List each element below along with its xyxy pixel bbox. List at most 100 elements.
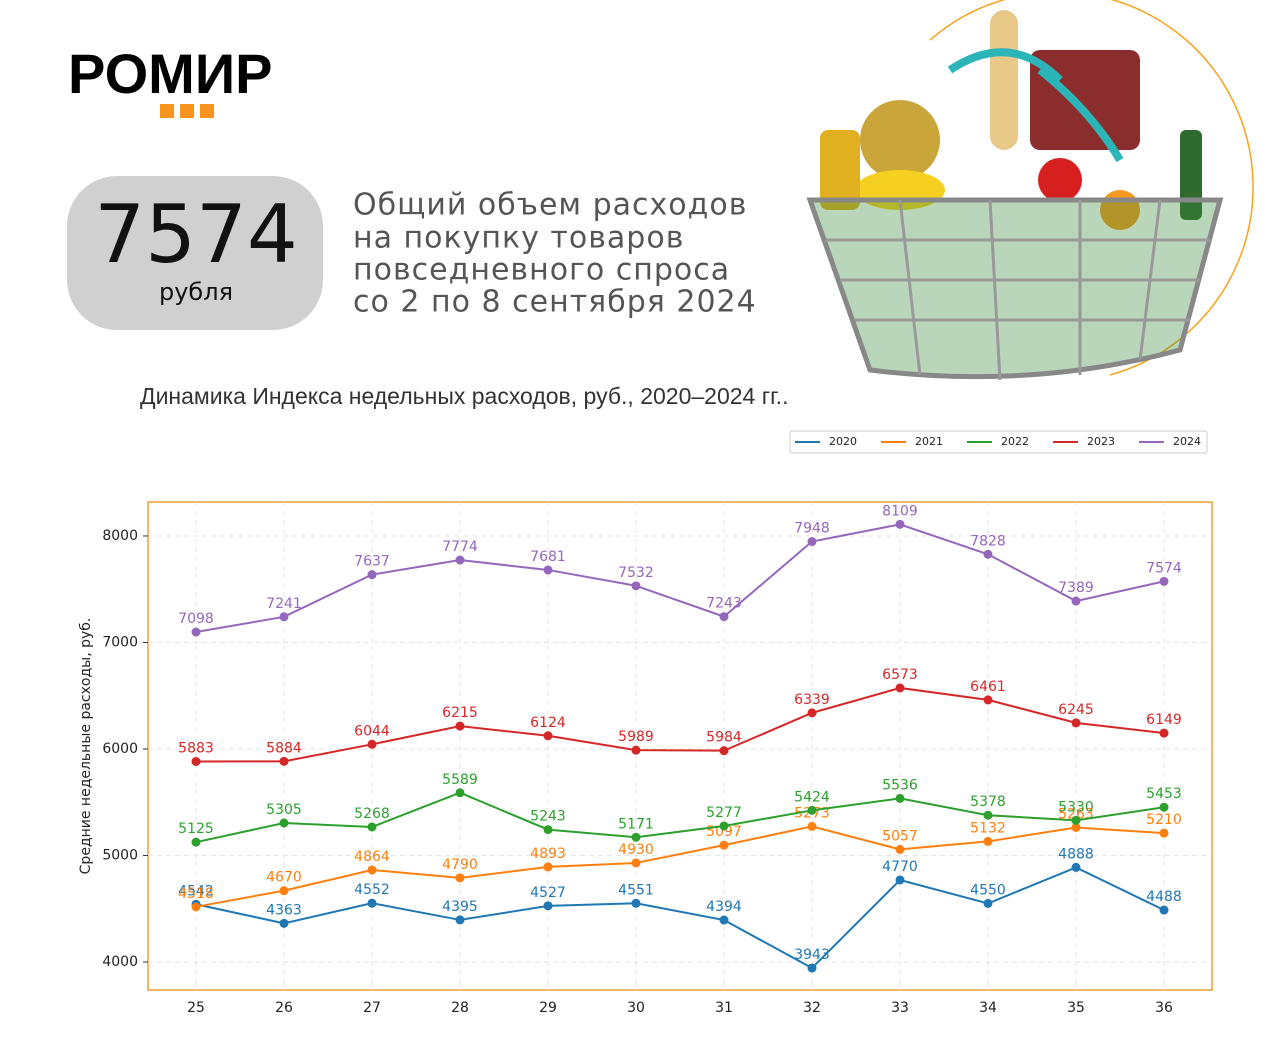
data-label: 5989	[618, 729, 654, 745]
data-point	[279, 612, 289, 622]
x-tick-label: 28	[451, 1000, 469, 1016]
legend-label: 2024	[1173, 435, 1201, 448]
data-point	[895, 844, 905, 854]
data-point	[983, 810, 993, 820]
data-label: 4893	[530, 846, 566, 862]
data-point	[719, 746, 729, 756]
data-label: 6124	[530, 715, 566, 731]
legend-label: 2023	[1087, 435, 1115, 448]
data-label: 4670	[266, 870, 302, 886]
data-point	[455, 915, 465, 925]
data-label: 4930	[618, 842, 654, 858]
logo: РОМИР	[68, 42, 272, 105]
data-label: 5453	[1146, 786, 1182, 802]
plot-frame	[147, 501, 1213, 991]
data-point	[279, 756, 289, 766]
data-point	[1071, 822, 1081, 832]
headline-line: на покупку товаров	[353, 221, 684, 256]
data-point	[543, 862, 553, 872]
data-label: 7241	[266, 596, 302, 612]
series-line	[195, 825, 1165, 908]
data-point	[367, 739, 377, 749]
data-point	[719, 612, 729, 622]
data-point	[1159, 728, 1169, 738]
data-label: 7637	[354, 554, 390, 570]
data-label: 7681	[530, 549, 566, 565]
series-line	[195, 523, 1165, 634]
data-label: 6573	[882, 667, 918, 683]
data-label: 5057	[882, 828, 918, 844]
data-label: 5171	[618, 816, 654, 832]
data-label: 7389	[1058, 580, 1094, 596]
x-tick-label: 29	[539, 1000, 557, 1016]
data-point	[191, 837, 201, 847]
legend-label: 2022	[1001, 435, 1029, 448]
data-label: 6339	[794, 692, 830, 708]
data-label: 5305	[266, 802, 302, 818]
x-tick-label: 35	[1067, 1000, 1085, 1016]
data-label: 5210	[1146, 812, 1182, 828]
data-point	[455, 788, 465, 798]
data-label: 7828	[970, 533, 1006, 549]
data-label: 4550	[970, 882, 1006, 898]
y-tick-label: 8000	[102, 528, 138, 544]
value-box	[67, 176, 323, 330]
chart-title: Динамика Индекса недельных расходов, руб…	[140, 383, 788, 409]
data-label: 5378	[970, 794, 1006, 810]
y-axis-label: Средние недельные расходы, руб.	[78, 618, 94, 875]
data-label: 7098	[178, 611, 214, 627]
data-label: 5984	[706, 730, 742, 746]
logo-dot	[160, 104, 174, 118]
data-label: 7532	[618, 565, 654, 581]
data-label: 4395	[442, 899, 478, 915]
data-point	[1159, 828, 1169, 838]
data-point	[1071, 862, 1081, 872]
data-label: 4363	[266, 902, 302, 918]
data-point	[1071, 718, 1081, 728]
logo-dot	[180, 104, 194, 118]
x-tick-label: 34	[979, 1000, 997, 1016]
headline-line: со 2 по 8 сентября 2024	[353, 285, 757, 320]
data-point	[983, 898, 993, 908]
data-point	[191, 756, 201, 766]
data-point	[807, 537, 817, 547]
logo-dot	[200, 104, 214, 118]
data-point	[543, 565, 553, 575]
data-point	[455, 555, 465, 565]
data-label: 4864	[354, 849, 390, 865]
data-label: 4770	[882, 859, 918, 875]
data-point	[719, 840, 729, 850]
data-label: 4888	[1058, 846, 1094, 862]
data-point	[455, 721, 465, 731]
data-label: 5277	[706, 805, 742, 821]
y-tick-label: 5000	[102, 847, 138, 863]
data-label: 4542	[178, 883, 214, 899]
data-label: 5424	[794, 789, 830, 805]
data-point	[367, 865, 377, 875]
data-label: 5125	[178, 821, 214, 837]
data-label: 7243	[706, 596, 742, 612]
data-label: 4518	[178, 886, 214, 902]
data-point	[279, 886, 289, 896]
data-label: 6215	[442, 705, 478, 721]
series-line	[195, 866, 1165, 970]
data-label: 4790	[442, 857, 478, 873]
data-label: 5097	[706, 824, 742, 840]
data-point	[1071, 815, 1081, 825]
data-point	[631, 898, 641, 908]
data-label: 5589	[442, 772, 478, 788]
data-point	[279, 918, 289, 928]
data-point	[1159, 802, 1169, 812]
data-label: 4552	[354, 882, 390, 898]
data-point	[191, 902, 201, 912]
data-point	[1071, 596, 1081, 606]
data-label: 5132	[970, 820, 1006, 836]
data-point	[719, 821, 729, 831]
data-label: 4394	[706, 899, 742, 915]
x-tick-label: 27	[363, 1000, 381, 1016]
data-label: 4527	[530, 885, 566, 901]
x-tick-label: 26	[275, 1000, 293, 1016]
x-tick-label: 36	[1155, 1000, 1173, 1016]
